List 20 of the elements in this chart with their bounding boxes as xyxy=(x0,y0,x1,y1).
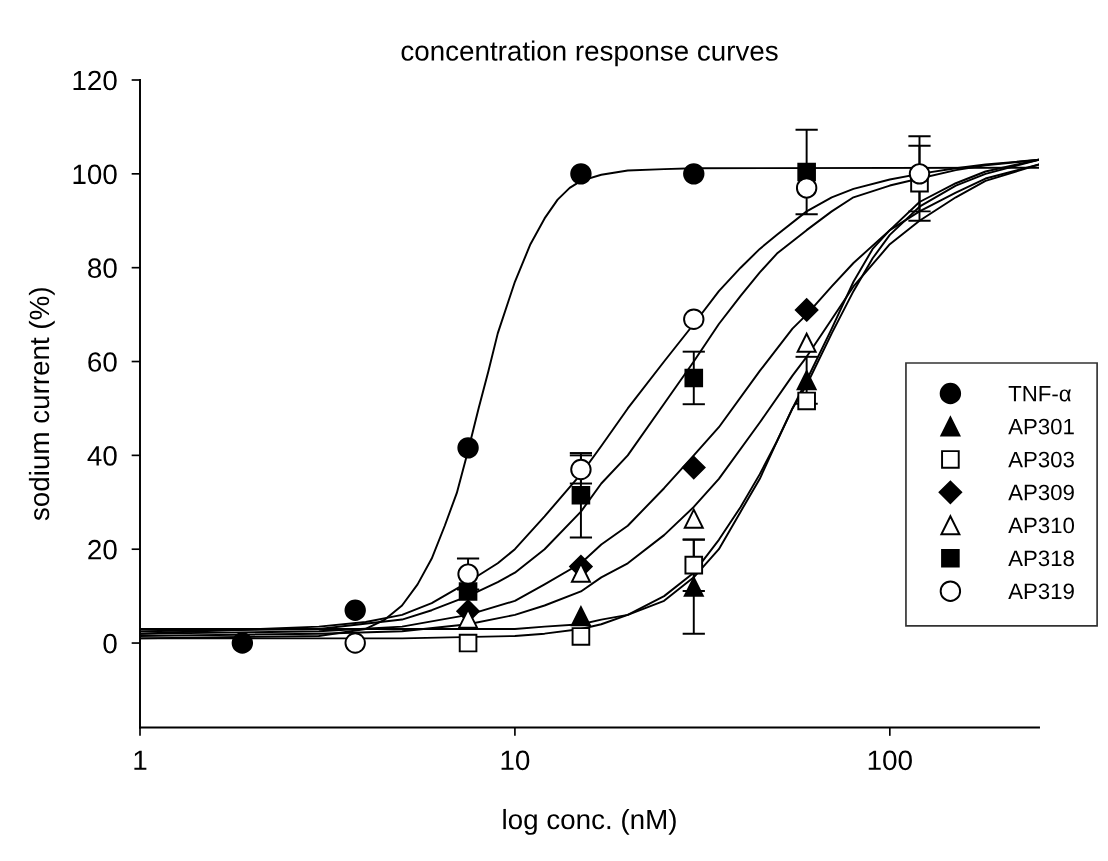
y-tick-label: 100 xyxy=(73,164,117,185)
legend-label: TNF-α xyxy=(1008,386,1071,402)
y-axis-title: sodium current (%) xyxy=(28,288,55,521)
legend-label: AP319 xyxy=(1008,583,1074,600)
legend-label: AP310 xyxy=(1008,517,1075,534)
x-tick-label: 1 xyxy=(134,750,147,770)
chart-title: concentration response curves xyxy=(401,40,778,67)
y-tick-label: 60 xyxy=(88,352,117,372)
legend-label: AP309 xyxy=(1008,484,1074,501)
x-axis-title: log conc. (nM) xyxy=(503,808,676,835)
y-tick-label: 40 xyxy=(87,446,117,466)
y-tick-label: 20 xyxy=(88,539,117,560)
legend-label: AP318 xyxy=(1008,550,1074,567)
y-tick-label: 0 xyxy=(103,633,117,654)
y-tick-label: 80 xyxy=(88,258,117,279)
x-tick-label: 100 xyxy=(868,750,912,771)
x-tick-label: 10 xyxy=(501,750,530,771)
legend-label: AP301 xyxy=(1008,418,1074,435)
legend-label: AP303 xyxy=(1008,451,1074,468)
y-tick-label: 120 xyxy=(73,70,117,91)
